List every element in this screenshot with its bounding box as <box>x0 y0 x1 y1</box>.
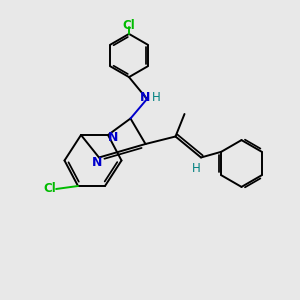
Text: H: H <box>192 161 201 175</box>
Text: N: N <box>108 130 118 144</box>
Text: Cl: Cl <box>43 182 56 196</box>
Text: H: H <box>152 91 161 104</box>
Text: N: N <box>92 156 103 170</box>
Text: N: N <box>140 91 151 104</box>
Text: Cl: Cl <box>123 19 135 32</box>
